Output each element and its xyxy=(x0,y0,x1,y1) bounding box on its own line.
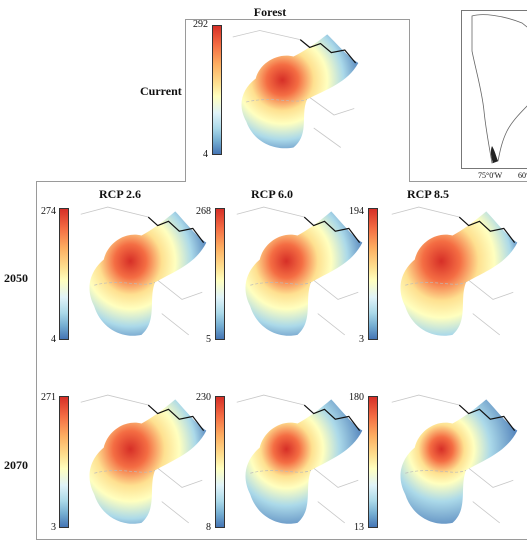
frame-top-right xyxy=(409,181,527,182)
internal-boundary xyxy=(405,282,467,286)
scale-max-2050-rcp26: 274 xyxy=(41,206,56,217)
scale-min-2070-rcp26: 3 xyxy=(51,522,56,533)
row-label-2070: 2070 xyxy=(4,458,28,472)
coastline xyxy=(147,404,205,431)
frame-top-left xyxy=(36,181,186,182)
column-title-rcp60: RCP 6.0 xyxy=(251,187,293,201)
suitability-region xyxy=(89,211,207,336)
suitability-region xyxy=(245,399,363,524)
map-2070-rcp85 xyxy=(391,394,518,524)
inset-locator-map: 75°0'W 60° xyxy=(461,10,527,180)
frame-right-current xyxy=(409,19,410,181)
inset-lon-60: 60° xyxy=(518,171,527,180)
scale-min-2050-rcp85: 3 xyxy=(359,334,364,345)
map-2070-rcp60 xyxy=(236,394,363,524)
internal-boundary xyxy=(250,470,312,474)
frame-left-current xyxy=(185,19,186,181)
column-title-rcp85: RCP 8.5 xyxy=(407,187,449,201)
scale-max-2050-rcp85: 194 xyxy=(349,206,364,217)
country-borders xyxy=(236,394,359,524)
frame-top-current xyxy=(185,19,410,20)
internal-boundary xyxy=(94,282,156,286)
scale-max-2070-rcp26: 271 xyxy=(41,392,56,403)
scale-bar-current xyxy=(212,25,222,155)
suitability-region xyxy=(400,399,518,524)
scale-bar-2050-rcp85 xyxy=(368,208,378,340)
scale-bar-2070-rcp26 xyxy=(59,396,69,528)
coastline xyxy=(299,39,357,64)
country-borders xyxy=(80,206,203,336)
column-title-rcp26: RCP 2.6 xyxy=(99,187,141,201)
scale-min-2070-rcp60: 8 xyxy=(206,522,211,533)
country-borders xyxy=(232,30,355,148)
scale-max-current: 292 xyxy=(193,19,208,30)
inset-lon-75: 75°0'W xyxy=(478,171,503,180)
figure-title: Forest xyxy=(253,5,287,19)
coastline xyxy=(458,404,516,431)
scale-bar-2050-rcp60 xyxy=(215,208,225,340)
scale-min-2050-rcp26: 4 xyxy=(51,334,56,345)
internal-boundary xyxy=(405,470,467,474)
coastline xyxy=(458,216,516,243)
scale-max-2070-rcp60: 230 xyxy=(196,392,211,403)
suitability-region xyxy=(89,399,207,524)
scale-min-2070-rcp85: 13 xyxy=(354,522,364,533)
internal-boundary xyxy=(94,470,156,474)
map-current xyxy=(232,30,359,149)
scale-min-current: 4 xyxy=(203,149,208,160)
map-2050-rcp85 xyxy=(391,206,518,336)
internal-boundary xyxy=(250,282,312,286)
country-borders xyxy=(236,206,359,336)
scale-max-2070-rcp85: 180 xyxy=(349,392,364,403)
scale-bar-2050-rcp26 xyxy=(59,208,69,340)
country-borders xyxy=(80,394,203,524)
row-label-current: Current xyxy=(140,84,182,98)
map-2070-rcp26 xyxy=(80,394,207,524)
coastline xyxy=(303,404,361,431)
internal-boundary xyxy=(246,99,308,103)
scale-bar-2070-rcp85 xyxy=(368,396,378,528)
country-borders xyxy=(391,394,514,524)
suitability-region xyxy=(245,211,363,336)
map-2050-rcp60 xyxy=(236,206,363,336)
frame-left xyxy=(36,181,37,540)
map-2050-rcp26 xyxy=(80,206,207,336)
suitability-region xyxy=(241,34,359,149)
coastline xyxy=(303,216,361,243)
coastline xyxy=(147,216,205,243)
frame-bottom xyxy=(36,539,527,540)
south-america-outline xyxy=(471,14,527,164)
country-borders xyxy=(391,206,514,336)
scale-max-2050-rcp60: 268 xyxy=(196,206,211,217)
row-label-2050: 2050 xyxy=(4,271,28,285)
scale-bar-2070-rcp60 xyxy=(215,396,225,528)
suitability-region xyxy=(400,211,518,336)
scale-min-2050-rcp60: 5 xyxy=(206,334,211,345)
